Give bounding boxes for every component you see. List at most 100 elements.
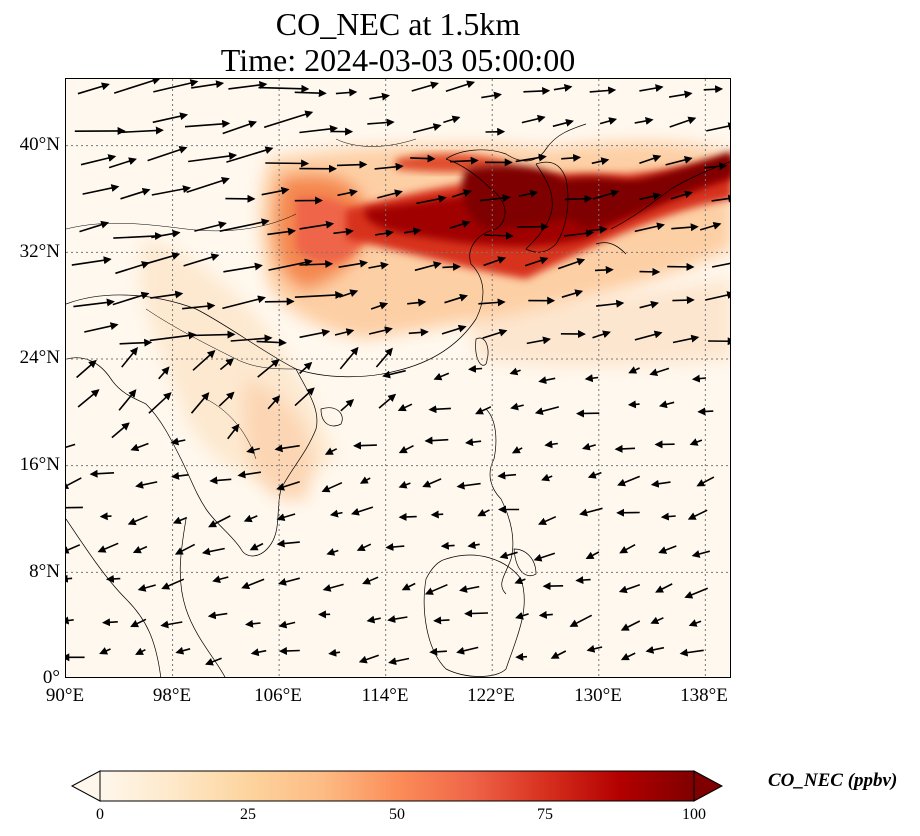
wind-arrow — [378, 393, 397, 409]
wind-arrow — [649, 367, 670, 377]
wind-arrow — [152, 112, 189, 124]
wind-arrow — [672, 296, 695, 305]
wind-arrow — [71, 256, 112, 266]
wind-arrow — [153, 79, 199, 93]
wind-arrow — [246, 446, 260, 454]
wind-arrow — [670, 190, 693, 200]
wind-arrow — [118, 389, 137, 411]
wind-arrow — [362, 576, 379, 585]
wind-arrow — [76, 359, 97, 379]
wind-arrow — [192, 350, 216, 371]
wind-arrow — [66, 574, 73, 583]
wind-arrow — [276, 513, 296, 522]
wind-arrow — [411, 81, 439, 92]
wind-arrow — [148, 392, 172, 414]
lon-tick-114e: 114°E — [361, 685, 409, 706]
lon-tick-122e: 122°E — [467, 685, 515, 706]
wind-arrow — [482, 328, 508, 339]
wind-arrow — [515, 153, 547, 163]
wind-arrow — [367, 118, 395, 127]
wind-arrow — [634, 330, 663, 341]
wind-arrow — [403, 227, 422, 236]
wind-arrow — [650, 616, 664, 625]
wind-arrow — [340, 399, 355, 412]
wind-arrow — [450, 156, 479, 165]
wind-arrow — [408, 328, 429, 337]
wind-arrow — [358, 654, 379, 664]
wind-arrow — [350, 506, 374, 516]
wind-arrow — [433, 372, 450, 381]
wind-arrow — [475, 406, 492, 415]
wind-arrow — [552, 118, 574, 128]
wind-arrow — [711, 194, 730, 203]
lon-tick-98e: 98°E — [152, 685, 192, 706]
wind-arrow — [696, 476, 715, 487]
wind-arrow — [151, 229, 181, 239]
wind-arrow — [130, 442, 149, 452]
wind-arrow — [585, 551, 600, 560]
wind-arrow — [89, 469, 115, 478]
wind-arrow — [228, 81, 268, 90]
wind-arrow — [497, 471, 517, 480]
wind-arrow — [445, 80, 476, 92]
colorbar-tick-75: 75 — [537, 806, 553, 823]
wind-arrow — [544, 440, 558, 449]
wind-arrow — [201, 547, 225, 556]
wind-arrow — [711, 262, 730, 268]
wind-arrow — [596, 299, 625, 308]
wind-arrow — [230, 334, 273, 343]
wind-arrow — [430, 510, 444, 519]
lon-tick-106e: 106°E — [254, 685, 302, 706]
wind-arrow — [618, 584, 641, 594]
wind-arrow — [584, 374, 599, 383]
wind-arrow — [80, 154, 117, 166]
wind-arrow — [82, 184, 120, 195]
wind-arrow — [121, 347, 139, 368]
wind-arrow — [477, 509, 490, 517]
wind-arrow — [387, 615, 408, 623]
colorbar-gradient — [99, 770, 695, 802]
wind-arrow — [443, 115, 461, 124]
wind-arrow — [205, 657, 222, 666]
wind-arrow — [515, 652, 528, 661]
wind-arrow — [589, 86, 617, 95]
wind-arrow — [237, 470, 262, 479]
wind-arrow — [704, 162, 728, 171]
wind-arrow — [66, 544, 81, 554]
wind-arrow — [66, 477, 82, 490]
wind-arrow — [699, 222, 722, 231]
wind-arrow — [369, 92, 390, 101]
wind-arrow — [410, 154, 436, 163]
wind-arrow — [209, 476, 232, 485]
wind-arrow — [374, 162, 404, 171]
wind-arrow — [589, 225, 608, 234]
wind-arrow — [299, 124, 338, 134]
lon-tick-90e: 90°E — [45, 685, 85, 706]
wind-arrow — [668, 90, 693, 99]
wind-arrow — [334, 328, 355, 336]
wind-arrow — [79, 220, 110, 233]
wind-arrow — [561, 289, 584, 298]
wind-arrow — [265, 159, 310, 168]
wind-arrow — [115, 261, 150, 275]
lat-tick-0: 0° — [42, 667, 60, 688]
wind-arrow — [511, 446, 523, 454]
wind-arrow — [620, 620, 641, 631]
lat-tick-32n: 32°N — [19, 241, 60, 262]
wind-arrow — [147, 145, 188, 162]
wind-arrow — [561, 153, 582, 162]
wind-arrow — [160, 620, 183, 629]
wind-arrow — [208, 515, 231, 528]
wind-arrow — [467, 541, 480, 549]
wind-arrow — [655, 583, 673, 593]
wind-arrow — [398, 512, 417, 521]
wind-arrow — [170, 437, 186, 446]
wind-arrow — [276, 481, 300, 491]
wind-arrow — [150, 290, 184, 299]
wind-arrow — [538, 610, 553, 619]
wind-arrow — [586, 644, 603, 653]
wind-arrow — [328, 648, 341, 657]
wind-arrow — [579, 507, 603, 517]
wind-arrow — [639, 192, 662, 201]
wind-arrow — [151, 185, 191, 196]
